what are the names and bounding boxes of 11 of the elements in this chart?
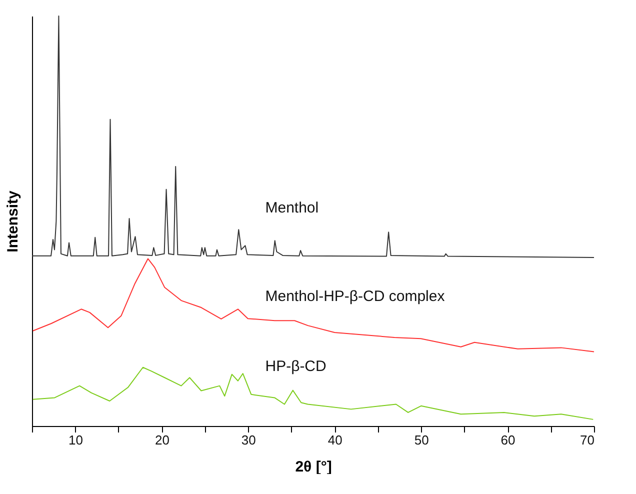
x-tick-label: 50	[414, 432, 429, 448]
x-tick-label: 70	[580, 432, 594, 448]
x-tick-label: 30	[241, 432, 256, 448]
y-axis-title: Intensity	[4, 190, 22, 252]
series-label: Menthol	[265, 200, 319, 217]
x-tick-label: 20	[154, 432, 170, 448]
x-tick-label: 40	[328, 432, 342, 448]
series-label: Menthol-HP-β-CD complex	[265, 288, 446, 306]
series-label: HP-β-CD	[265, 358, 327, 375]
x-tick-label: 60	[500, 432, 516, 448]
x-tick-label: 10	[68, 432, 83, 448]
